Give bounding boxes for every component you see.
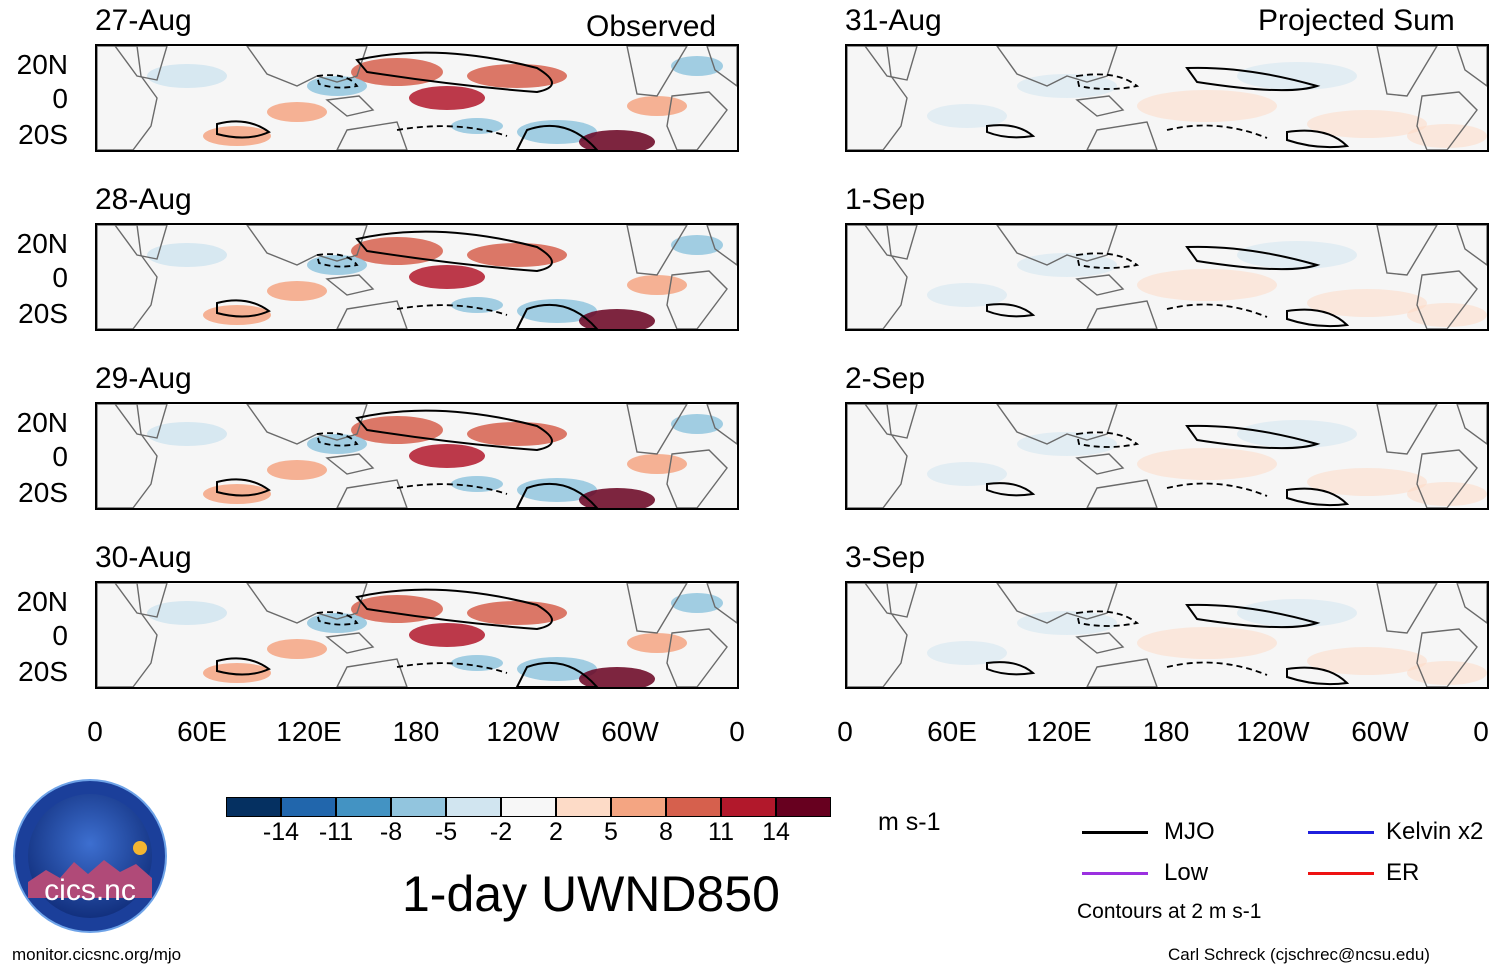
lon-label: 120E — [276, 716, 342, 747]
lat-label: 20N — [16, 407, 68, 438]
lat-label: 0 — [52, 83, 68, 114]
colorbar-swatch — [556, 797, 611, 817]
lat-label: 20N — [16, 586, 68, 617]
panel-date: 2-Sep — [845, 362, 926, 395]
colorbar-label: -5 — [434, 818, 458, 846]
colorbar-swatch — [281, 797, 336, 817]
lat-label: 20N — [16, 228, 68, 259]
lat-label: 20S — [18, 298, 68, 329]
logo-graphic — [13, 779, 167, 933]
legend-label: MJO — [1164, 818, 1215, 845]
lon-label: 0 — [729, 716, 745, 747]
panel-date: 28-Aug — [95, 183, 192, 216]
map-graphic — [97, 404, 737, 508]
colorbar-label: -2 — [489, 818, 513, 846]
map-graphic — [847, 225, 1487, 329]
cics-logo: cics.nc — [12, 778, 168, 934]
colorbar-label: -11 — [318, 818, 354, 846]
legend-label: Low — [1164, 859, 1209, 886]
map-panel-obs-2[interactable] — [95, 223, 739, 331]
panel-date: 27-Aug — [95, 4, 192, 37]
panel-date: 30-Aug — [95, 541, 192, 574]
observed-title: Observed — [586, 10, 717, 43]
legend-line — [1308, 831, 1374, 834]
colorbar-swatch — [446, 797, 501, 817]
lon-label: 120E — [1026, 716, 1092, 747]
lon-label: 60W — [601, 716, 659, 747]
colorbar-label: 11 — [708, 818, 734, 846]
panel-date: 1-Sep — [845, 183, 926, 216]
lon-label: 120W — [1236, 716, 1310, 747]
map-panel-obs-3[interactable] — [95, 402, 739, 510]
lat-label: 0 — [52, 441, 68, 472]
colorbar-swatch — [776, 797, 831, 817]
panel-date: 3-Sep — [845, 541, 926, 574]
lat-label: 20N — [16, 49, 68, 80]
colorbar-label: -8 — [379, 818, 403, 846]
colorbar-label: 2 — [549, 818, 563, 846]
lat-label: 20S — [18, 477, 68, 508]
map-graphic — [847, 46, 1487, 150]
map-panel-obs-4[interactable] — [95, 581, 739, 689]
footer-credit: Carl Schreck (cjschrec@ncsu.edu) — [1168, 945, 1430, 964]
colorbar-swatch — [666, 797, 721, 817]
lat-label: 0 — [52, 262, 68, 293]
colorbar-label: 14 — [762, 818, 790, 846]
lon-label: 0 — [1473, 716, 1489, 747]
colorbar-swatch — [336, 797, 391, 817]
map-graphic — [847, 404, 1487, 508]
map-graphic — [97, 583, 737, 687]
lat-label: 20S — [18, 656, 68, 687]
lon-label: 180 — [392, 716, 440, 747]
legend-line — [1082, 831, 1148, 834]
map-graphic — [97, 225, 737, 329]
map-graphic — [97, 46, 737, 150]
legend-label: ER — [1386, 859, 1420, 886]
colorbar-label: 5 — [604, 818, 618, 846]
colorbar-swatch — [391, 797, 446, 817]
map-panel-obs-1[interactable] — [95, 44, 739, 152]
footer-source-link[interactable]: monitor.cicsnc.org/mjo — [12, 945, 182, 964]
lon-label: 180 — [1142, 716, 1190, 747]
panel-date: 31-Aug — [845, 4, 942, 37]
colorbar-label: 8 — [659, 818, 673, 846]
colorbar-swatch — [611, 797, 666, 817]
map-panel-proj-3[interactable] — [845, 402, 1489, 510]
lat-label: 0 — [52, 620, 68, 651]
panel-date: 29-Aug — [95, 362, 192, 395]
map-panel-proj-4[interactable] — [845, 581, 1489, 689]
map-graphic — [847, 583, 1487, 687]
colorbar-label: -14 — [262, 818, 300, 846]
lon-label: 0 — [837, 716, 853, 747]
main-title: 1-day UWND850 — [402, 866, 780, 922]
logo-text: cics.nc — [44, 874, 136, 907]
colorbar-units: m s-1 — [878, 808, 941, 836]
colorbar-swatch — [226, 797, 281, 817]
lon-label: 60W — [1351, 716, 1409, 747]
legend-line — [1082, 872, 1148, 875]
lon-label: 0 — [87, 716, 103, 747]
lat-label: 20S — [18, 119, 68, 150]
legend-line — [1308, 872, 1374, 875]
map-panel-proj-1[interactable] — [845, 44, 1489, 152]
colorbar-swatch — [721, 797, 776, 817]
projected-title: Projected Sum — [1258, 4, 1455, 37]
lon-label: 60E — [927, 716, 977, 747]
map-panel-proj-2[interactable] — [845, 223, 1489, 331]
lon-label: 120W — [486, 716, 560, 747]
lon-label: 60E — [177, 716, 227, 747]
colorbar-swatch — [501, 797, 556, 817]
legend-label: Kelvin x2 — [1386, 818, 1484, 845]
contour-note: Contours at 2 m s-1 — [1077, 900, 1262, 923]
